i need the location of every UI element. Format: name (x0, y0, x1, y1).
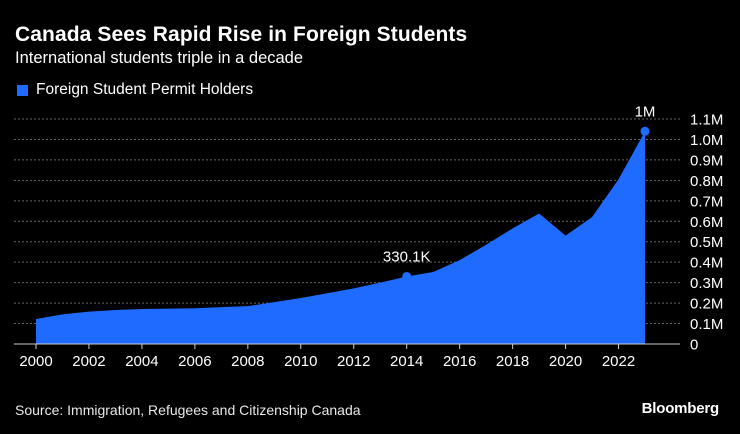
x-tick-label: 2008 (231, 353, 264, 370)
chart-title: Canada Sees Rapid Rise in Foreign Studen… (15, 23, 468, 46)
x-tick-label: 2000 (19, 353, 52, 370)
y-tick-label: 1.0M (690, 132, 723, 149)
y-tick-label: 0.8M (690, 173, 723, 190)
y-tick-label: 0.9M (690, 152, 723, 169)
chart-subtitle: International students triple in a decad… (15, 49, 304, 67)
annotation-label: 330.1K (383, 248, 431, 265)
x-tick-label: 2006 (178, 353, 211, 370)
x-tick-label: 2022 (602, 353, 635, 370)
annotation-label: 1M (635, 103, 656, 120)
x-tick-label: 2012 (337, 353, 370, 370)
y-tick-label: 0 (690, 337, 698, 354)
y-tick-label: 0.1M (690, 316, 723, 333)
y-tick-label: 0.4M (690, 255, 723, 272)
legend-label: Foreign Student Permit Holders (36, 81, 254, 98)
x-tick-label: 2010 (284, 353, 317, 370)
y-tick-label: 0.7M (690, 193, 723, 210)
y-tick-label: 0.6M (690, 214, 723, 231)
series-area (36, 131, 645, 344)
annotation-point (402, 271, 412, 281)
x-tick-label: 2020 (549, 353, 582, 370)
x-tick-label: 2004 (125, 353, 158, 370)
x-tick-label: 2002 (72, 353, 105, 370)
y-tick-label: 0.2M (690, 296, 723, 313)
source-note: Source: Immigration, Refugees and Citize… (15, 402, 361, 418)
y-tick-label: 0.5M (690, 234, 723, 251)
annotation-point (640, 126, 650, 136)
bloomberg-logo: Bloomberg (641, 400, 720, 417)
y-tick-label: 0.3M (690, 275, 723, 292)
legend: Foreign Student Permit Holders (17, 81, 253, 99)
y-tick-label: 1.1M (690, 112, 723, 129)
x-tick-label: 2014 (390, 353, 423, 370)
x-tick-label: 2018 (496, 353, 529, 370)
x-tick-label: 2016 (443, 353, 476, 370)
legend-swatch (17, 84, 28, 96)
